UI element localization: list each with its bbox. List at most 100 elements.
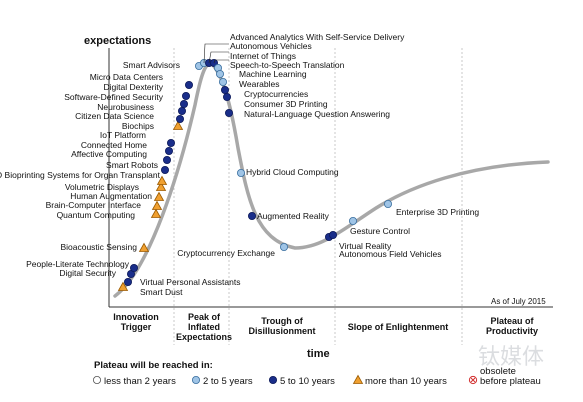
tech-label-bioacoustic-sensing: Bioacoustic Sensing bbox=[60, 242, 137, 252]
hype-curve bbox=[113, 61, 550, 298]
tech-point-human-augmentation bbox=[153, 191, 165, 201]
legend-marker-2to5 bbox=[191, 375, 200, 384]
tech-label-gesture-control: Gesture Control bbox=[350, 226, 410, 236]
tech-point-micro-data-centers bbox=[184, 81, 193, 90]
phase-label: Productivity bbox=[486, 326, 538, 336]
y-axis-title: expectations bbox=[84, 35, 151, 47]
tech-label-3d-bioprinting-systems-for-organ-transplant: 3D Bioprinting Systems for Organ Transpl… bbox=[0, 170, 161, 180]
tech-label-speech-to-speech-translation: Speech-to-Speech Translation bbox=[230, 60, 345, 70]
phase-label: Peak of bbox=[188, 312, 221, 322]
tech-point-volumetric-displays bbox=[155, 181, 167, 191]
tech-label-virtual-personal-assistants: Virtual Personal Assistants bbox=[140, 277, 240, 287]
tech-label-natural-language-question-answering: Natural-Language Question Answering bbox=[244, 109, 390, 119]
tech-point-cryptocurrency-exchange bbox=[279, 242, 288, 251]
leader-line bbox=[203, 43, 229, 64]
tech-label-connected-home: Connected Home bbox=[81, 140, 147, 150]
tech-label-wearables: Wearables bbox=[239, 79, 279, 89]
tech-point-iot-platform bbox=[166, 138, 175, 147]
legend-marker-5to10 bbox=[268, 375, 277, 384]
tech-point-neurobusiness bbox=[177, 107, 186, 116]
tech-label-volumetric-displays: Volumetric Displays bbox=[65, 182, 139, 192]
tech-point-virtual-personal-assistants bbox=[124, 277, 133, 286]
tech-label-digital-security: Digital Security bbox=[59, 268, 116, 278]
tech-label-iot-platform: IoT Platform bbox=[100, 130, 146, 140]
legend-marker-gt10 bbox=[352, 374, 364, 384]
legend-label: 5 to 10 years bbox=[280, 376, 335, 387]
legend-title: Plateau will be reached in: bbox=[94, 360, 213, 371]
tech-label-citizen-data-science: Citizen Data Science bbox=[75, 111, 154, 121]
tech-label-neurobusiness: Neurobusiness bbox=[97, 102, 154, 112]
tech-point-autonomous-field-vehicles bbox=[328, 230, 337, 239]
tech-point-consumer-3d-printing bbox=[222, 93, 231, 102]
watermark: 钛媒体 bbox=[478, 344, 544, 369]
tech-label-digital-dexterity: Digital Dexterity bbox=[103, 82, 163, 92]
tech-point-smart-dust bbox=[117, 281, 129, 291]
x-axis-title: time bbox=[307, 348, 330, 360]
legend-label: obsolete bbox=[480, 366, 516, 377]
tech-label-hybrid-cloud-computing: Hybrid Cloud Computing bbox=[246, 167, 339, 177]
tech-point-3d-bioprinting-systems-for-organ-transplant bbox=[156, 175, 168, 185]
tech-point-affective-computing bbox=[162, 155, 171, 164]
technology-points bbox=[117, 59, 392, 291]
legend-label: less than 2 years bbox=[104, 376, 176, 387]
tech-label-enterprise-3d-printing: Enterprise 3D Printing bbox=[396, 207, 479, 217]
legend-label: 2 to 5 years bbox=[203, 376, 253, 387]
tech-point-gesture-control bbox=[348, 216, 357, 225]
tech-point-wearables bbox=[218, 78, 227, 87]
tech-point-quantum-computing bbox=[150, 208, 162, 218]
tech-point-hybrid-cloud-computing bbox=[236, 168, 245, 177]
tech-point-smart-robots bbox=[160, 165, 169, 174]
tech-label-cryptocurrency-exchange: Cryptocurrency Exchange bbox=[177, 248, 275, 258]
tech-label-augmented-reality: Augmented Reality bbox=[257, 211, 330, 221]
tech-label-people-literate-technology: People-Literate Technology bbox=[26, 259, 130, 269]
leader-line bbox=[208, 51, 229, 64]
phase-dividers bbox=[173, 48, 463, 345]
tech-point-connected-home bbox=[164, 146, 173, 155]
tech-point-biochips bbox=[172, 120, 184, 130]
legend-marker-obsolete bbox=[468, 375, 478, 385]
tech-label-smart-advisors: Smart Advisors bbox=[123, 60, 180, 70]
tech-point-software-defined-security bbox=[179, 100, 188, 109]
as-of-date: As of July 2015 bbox=[491, 297, 546, 306]
tech-label-autonomous-vehicles: Autonomous Vehicles bbox=[230, 41, 312, 51]
phase-label: Inflated bbox=[188, 322, 220, 332]
phase-label: Trigger bbox=[121, 322, 152, 332]
tech-label-smart-dust: Smart Dust bbox=[140, 287, 183, 297]
tech-point-augmented-reality bbox=[247, 211, 256, 220]
phase-label: Disillusionment bbox=[248, 326, 315, 336]
tech-label-machine-learning: Machine Learning bbox=[239, 69, 307, 79]
tech-point-natural-language-question-answering bbox=[224, 109, 233, 118]
tech-point-machine-learning bbox=[215, 70, 224, 79]
tech-label-human-augmentation: Human Augmentation bbox=[70, 191, 152, 201]
tech-label-software-defined-security: Software-Defined Security bbox=[64, 92, 163, 102]
tech-label-micro-data-centers: Micro Data Centers bbox=[90, 72, 163, 82]
tech-label-virtual-reality: Virtual Reality bbox=[339, 241, 392, 251]
tech-point-people-literate-technology bbox=[129, 263, 138, 272]
tech-label-internet-of-things: Internet of Things bbox=[230, 51, 296, 61]
tech-label-affective-computing: Affective Computing bbox=[71, 149, 147, 159]
tech-label-consumer-3d-printing: Consumer 3D Printing bbox=[244, 99, 328, 109]
tech-label-biochips: Biochips bbox=[122, 121, 154, 131]
leader-line bbox=[213, 59, 229, 64]
tech-point-citizen-data-science bbox=[175, 115, 184, 124]
tech-point-enterprise-3d-printing bbox=[383, 199, 392, 208]
phase-label: Plateau of bbox=[490, 316, 534, 326]
phase-label: Slope of Enlightenment bbox=[348, 322, 449, 332]
tech-label-brain-computer-interface: Brain-Computer Interface bbox=[46, 200, 142, 210]
tech-label-smart-robots: Smart Robots bbox=[106, 160, 158, 170]
legend-marker-lt2 bbox=[93, 375, 102, 384]
phase-label: Trough of bbox=[261, 316, 303, 326]
legend-label: before plateau bbox=[480, 376, 541, 387]
phase-label: Innovation bbox=[113, 312, 159, 322]
legend-label: more than 10 years bbox=[365, 376, 447, 387]
tech-label-advanced-analytics-with-self-service-delivery: Advanced Analytics With Self-Service Del… bbox=[230, 32, 405, 42]
legend: Plateau will be reached in: less than 2 y… bbox=[93, 360, 541, 387]
tech-point-brain-computer-interface bbox=[151, 200, 163, 210]
tech-point-digital-dexterity bbox=[181, 92, 190, 101]
phase-label: Expectations bbox=[176, 332, 232, 342]
tech-label-cryptocurrencies: Cryptocurrencies bbox=[244, 89, 308, 99]
tech-label-autonomous-field-vehicles: Autonomous Field Vehicles bbox=[339, 249, 442, 259]
